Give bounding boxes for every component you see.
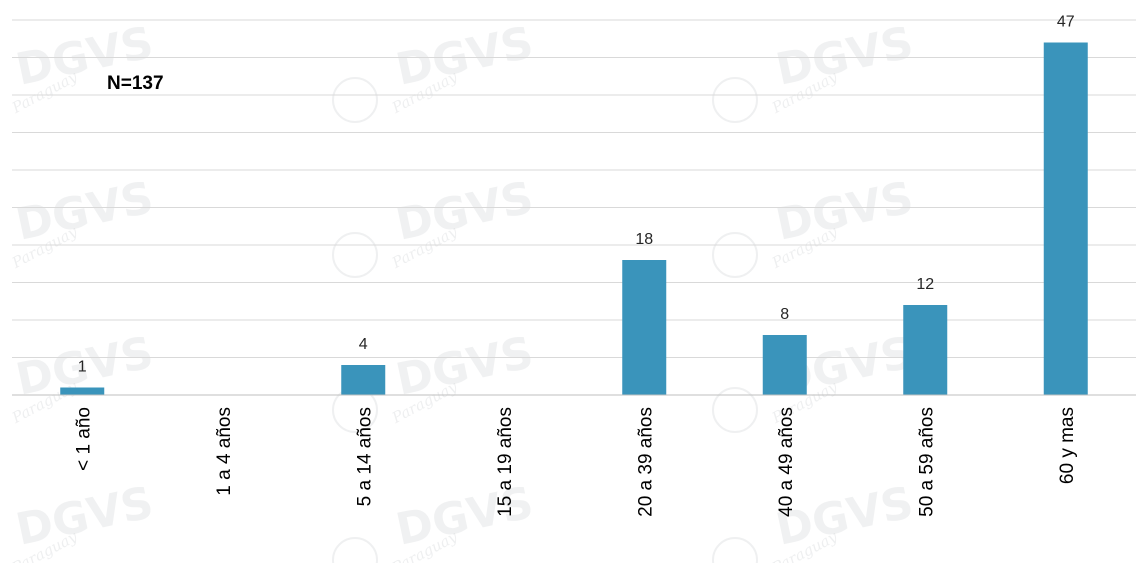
watermark-logo-text: DGVS: [772, 17, 918, 96]
watermark-logo-text: DGVS: [772, 172, 918, 251]
x-tick-label: 5 a 14 años: [354, 407, 375, 506]
bar: [762, 335, 807, 395]
bar: [1043, 42, 1088, 395]
watermark-logo-text: DGVS: [392, 477, 538, 556]
watermark-logo-text: DGVS: [12, 172, 158, 251]
data-label: 8: [780, 306, 789, 323]
watermark-logo-text: DGVS: [392, 172, 538, 251]
bar: [341, 365, 386, 395]
watermark-globe-icon: [712, 232, 758, 278]
watermark-logo-text: DGVS: [392, 327, 538, 406]
data-labels: 1 4 18 8 12 47: [78, 14, 1075, 376]
watermark-logo-text: DGVS: [12, 477, 158, 556]
watermark-globe-icon: [712, 537, 758, 563]
bar: [60, 387, 105, 395]
sample-size-annotation: N=137: [107, 73, 164, 94]
x-tick-label: < 1 año: [73, 407, 94, 471]
watermark-globe-icon: [332, 77, 378, 123]
data-label: 47: [1057, 14, 1075, 31]
x-tick-label: 20 a 39 años: [635, 407, 656, 517]
x-tick-label: 60 y mas: [1057, 407, 1078, 484]
x-tick-label: 1 a 4 años: [214, 407, 235, 496]
x-tick-label: 40 a 49 años: [776, 407, 797, 517]
watermark-logo-text: DGVS: [392, 17, 538, 96]
x-axis-tick-labels: < 1 año 1 a 4 años 5 a 14 años 15 a 19 años…: [73, 407, 1078, 517]
data-label: 4: [359, 336, 368, 353]
watermark-globe-icon: [712, 77, 758, 123]
gridlines: [12, 19, 1136, 358]
data-label: 12: [916, 276, 934, 293]
watermark-globe-icon: [332, 537, 378, 563]
watermark-globe-icon: [332, 232, 378, 278]
x-tick-label: 15 a 19 años: [495, 407, 516, 517]
bar: [903, 305, 948, 395]
watermark-globe-icon: [712, 387, 758, 433]
bar: [622, 260, 667, 395]
x-tick-label: 50 a 59 años: [916, 407, 937, 517]
bars: [60, 42, 1088, 395]
data-label: 1: [78, 359, 87, 376]
data-label: 18: [635, 231, 653, 248]
